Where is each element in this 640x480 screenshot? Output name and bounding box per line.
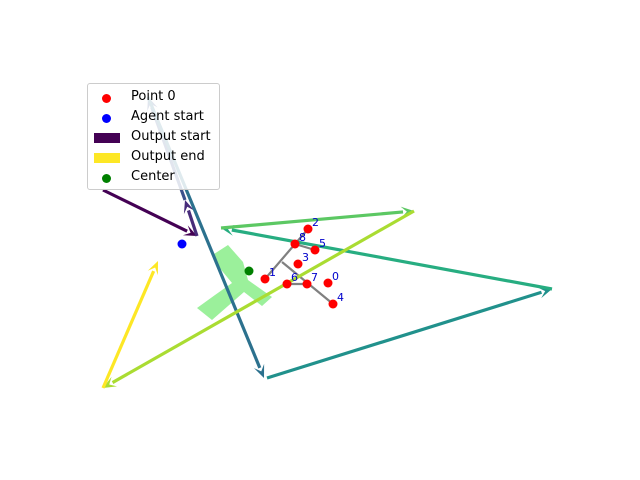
point-label: 6 xyxy=(291,271,298,284)
point-label: 1 xyxy=(269,266,276,279)
trajectory-arrow-head xyxy=(253,363,265,378)
legend: Point 0 Agent start Output start Output … xyxy=(87,83,220,190)
skeleton-line xyxy=(264,243,296,280)
point-marker xyxy=(310,245,320,255)
trajectory-arrow-line xyxy=(231,228,553,291)
legend-item-output-end: Output end xyxy=(88,147,219,167)
legend-label-output-start: Output start xyxy=(131,129,211,144)
point-label: 2 xyxy=(312,216,319,229)
legend-item-center: Center xyxy=(88,167,219,187)
point-marker xyxy=(323,278,333,288)
legend-marker-point xyxy=(102,94,111,103)
legend-marker-output-start xyxy=(94,133,120,143)
trajectory-arrow-head xyxy=(400,206,414,218)
trajectory-arrow-line xyxy=(220,210,404,230)
point-marker xyxy=(302,279,312,289)
point-marker xyxy=(260,274,270,284)
trajectory-arrow-head xyxy=(183,200,195,215)
legend-item-output-start: Output start xyxy=(88,127,219,147)
legend-marker-output-end xyxy=(94,153,120,163)
point-label: 0 xyxy=(332,270,339,283)
legend-label-point: Point 0 xyxy=(131,89,176,104)
trajectory-arrow-line xyxy=(186,209,199,237)
point-marker xyxy=(282,279,292,289)
trajectory-arrow-line xyxy=(111,209,415,384)
trajectory-arrow-line xyxy=(101,270,156,389)
point-label: 8 xyxy=(299,231,306,244)
legend-marker-agent-start xyxy=(102,114,111,123)
legend-marker-center xyxy=(102,174,111,183)
legend-item-agent-start: Agent start xyxy=(88,107,219,127)
trajectory-arrow-head xyxy=(147,261,158,276)
point-label: 4 xyxy=(337,291,344,304)
trajectory-arrow-head xyxy=(537,287,552,299)
point-label: 3 xyxy=(302,251,309,264)
legend-label-output-end: Output end xyxy=(131,149,205,164)
trajectory-arrow-line xyxy=(102,188,188,233)
trajectory-arrow-head xyxy=(182,225,197,236)
agent-start-marker xyxy=(177,239,187,249)
point-marker xyxy=(293,259,303,269)
legend-label-agent-start: Agent start xyxy=(131,109,204,124)
legend-item-point: Point 0 xyxy=(88,87,219,107)
point-marker xyxy=(290,239,300,249)
point-marker xyxy=(303,224,313,234)
point-label: 7 xyxy=(311,271,318,284)
center-marker xyxy=(244,266,254,276)
highlight-region xyxy=(197,245,272,320)
point-label: 5 xyxy=(319,237,326,250)
trajectory-arrow-line xyxy=(266,290,542,380)
legend-label-center: Center xyxy=(131,169,175,184)
point-marker xyxy=(328,299,338,309)
trajectory-arrow-head xyxy=(103,376,118,388)
